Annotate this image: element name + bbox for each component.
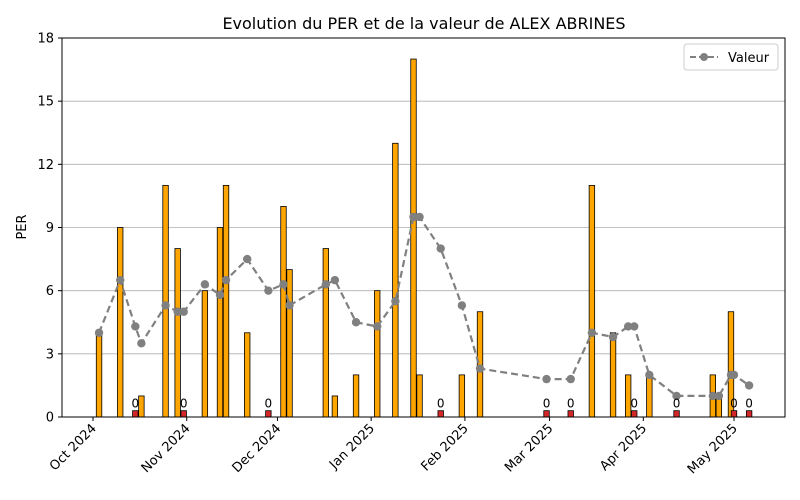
bar-data-label: 0 <box>567 397 575 411</box>
per-bar <box>216 227 224 418</box>
per-bar <box>352 374 360 418</box>
line-layer <box>94 212 754 401</box>
valeur-point <box>321 280 331 289</box>
valeur-point <box>215 290 225 300</box>
per-bar <box>673 410 680 418</box>
valeur-point <box>714 391 724 401</box>
valeur-point <box>475 364 485 373</box>
per-bar <box>201 290 209 418</box>
per-bar <box>117 227 124 418</box>
per-bar <box>567 410 574 418</box>
y-tick-label: 12 <box>37 158 54 173</box>
per-bar <box>331 395 339 418</box>
valeur-point <box>729 370 739 380</box>
valeur-point <box>373 322 382 331</box>
y-tick-label: 0 <box>46 411 54 426</box>
per-bar <box>286 269 293 418</box>
valeur-point <box>457 301 467 310</box>
valeur-point <box>744 381 754 390</box>
per-bar <box>437 410 444 418</box>
y-tick-label: 15 <box>37 95 54 110</box>
valeur-point <box>351 318 361 327</box>
bar-data-label: 0 <box>180 397 188 411</box>
per-bar <box>392 142 399 418</box>
bar-data-label: 0 <box>673 397 681 411</box>
per-bar <box>458 374 466 418</box>
per-bar <box>730 410 738 418</box>
y-ticks: 0 3 6 9 12 15 18 <box>37 32 62 426</box>
valeur-point <box>116 275 125 285</box>
grid-layer <box>62 100 785 355</box>
y-tick-label: 3 <box>46 347 54 362</box>
bar-data-label: 0 <box>630 397 638 411</box>
legend: Valeur <box>683 43 779 71</box>
per-bar <box>322 248 329 418</box>
valeur-point <box>285 301 294 310</box>
valeur-point <box>587 328 597 337</box>
valeur-point <box>409 212 418 222</box>
valeur-point <box>672 391 681 401</box>
per-bar <box>410 58 417 418</box>
valeur-point <box>415 212 424 222</box>
valeur-point <box>131 322 140 331</box>
per-bar <box>95 332 103 418</box>
per-bar <box>244 332 251 418</box>
valeur-point <box>279 280 288 289</box>
y-axis-label: PER <box>15 214 30 239</box>
valeur-point <box>94 328 104 337</box>
per-bar <box>476 311 484 418</box>
per-bar <box>631 410 638 418</box>
valeur-point <box>179 307 188 316</box>
valeur-point <box>264 286 273 295</box>
valeur-point <box>645 370 654 380</box>
per-bar <box>162 184 169 418</box>
bar-data-label: 0 <box>745 397 753 411</box>
chart-title: Evolution du PER et de la valeur de ALEX… <box>222 14 625 33</box>
bar-data-label: 0 <box>730 397 738 411</box>
y-tick-label: 18 <box>37 32 54 47</box>
valeur-point <box>542 374 551 384</box>
per-bar <box>374 290 381 418</box>
valeur-point <box>608 332 618 342</box>
bar-data-label: 0 <box>437 397 445 411</box>
per-bar <box>222 184 230 418</box>
bar-data-label: 0 <box>132 397 140 411</box>
per-bar <box>180 410 187 418</box>
per-bar <box>138 395 145 418</box>
per-bar <box>280 206 287 418</box>
valeur-point <box>221 275 231 285</box>
per-bar <box>745 410 753 418</box>
valeur-point <box>173 307 182 316</box>
valeur-point <box>330 275 340 285</box>
valeur-point <box>630 322 639 331</box>
per-bar <box>543 410 550 418</box>
valeur-point <box>200 280 210 289</box>
valeur-point <box>708 391 718 401</box>
valeur-point <box>566 374 575 384</box>
valeur-point <box>391 296 400 306</box>
per-bar <box>609 332 617 418</box>
per-bar <box>265 410 272 418</box>
bar-data-label: 0 <box>543 397 551 411</box>
per-bar <box>416 374 423 418</box>
bar-data-label: 0 <box>265 397 273 411</box>
valeur-point <box>436 244 445 253</box>
y-tick-label: 6 <box>46 284 54 299</box>
legend-label: Valeur <box>728 51 770 66</box>
per-bar <box>174 248 181 418</box>
legend-box <box>683 43 779 71</box>
per-bar <box>646 374 653 418</box>
valeur-point <box>243 254 252 264</box>
legend-marker-icon <box>700 53 708 61</box>
valeur-point <box>161 301 170 310</box>
per-bar <box>588 184 596 418</box>
valeur-point <box>137 339 146 348</box>
per-bar <box>132 410 139 418</box>
y-tick-label: 9 <box>46 221 54 236</box>
valeur-point <box>623 322 633 331</box>
